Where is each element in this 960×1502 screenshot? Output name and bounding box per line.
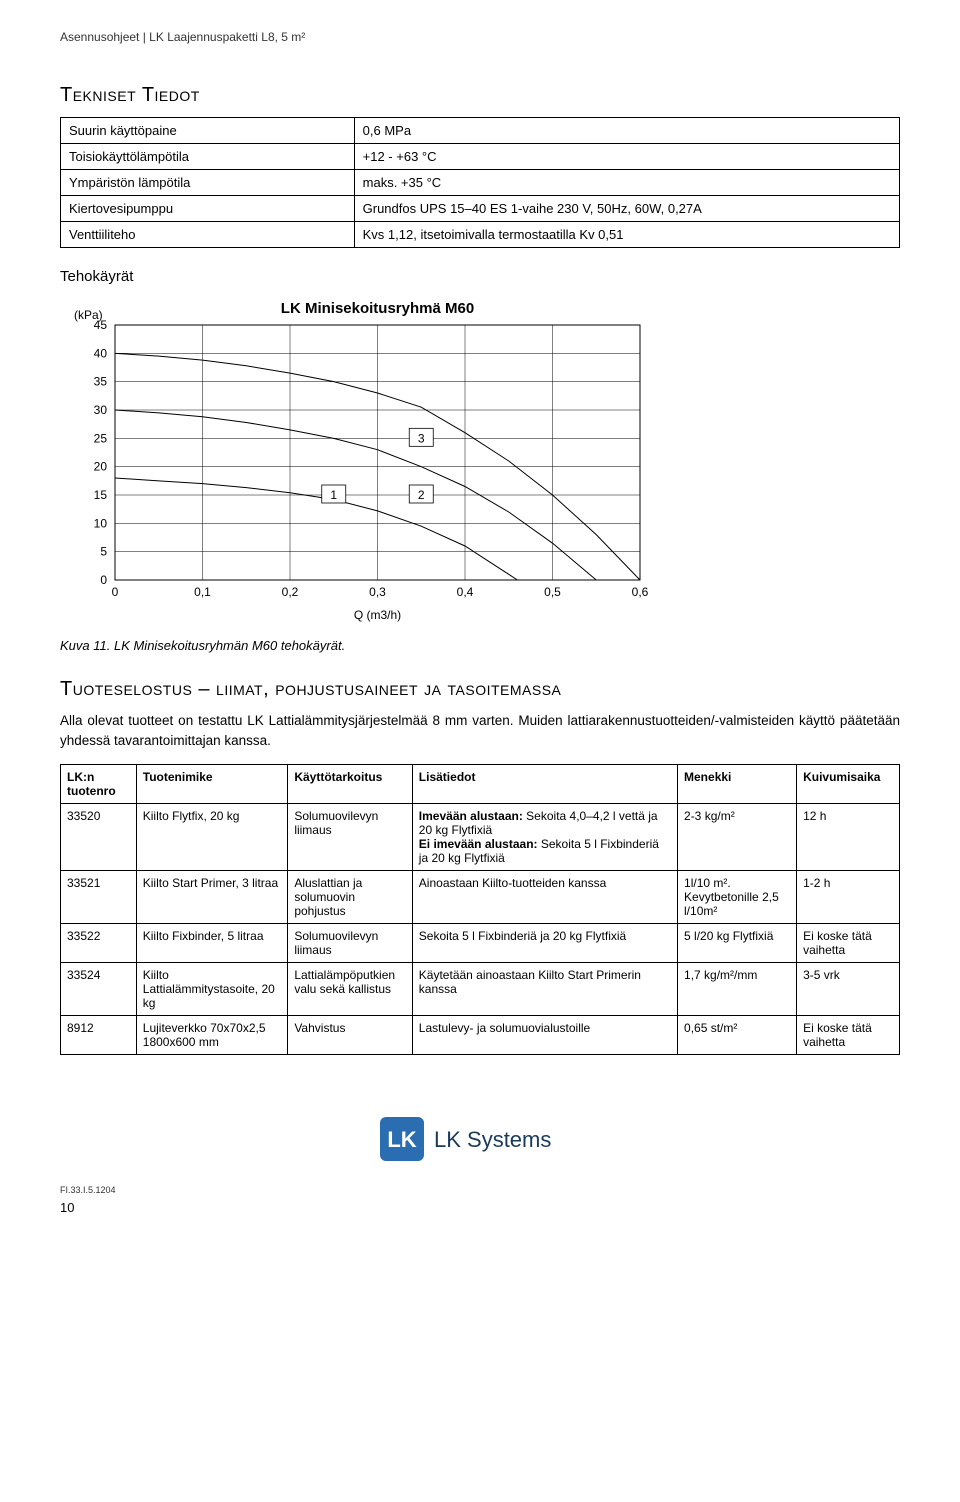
products-cell: Ei koske tätä vaihetta — [797, 1016, 900, 1055]
svg-text:3: 3 — [418, 431, 425, 445]
products-row: 8912Lujiteverkko 70x70x2,5 1800x600 mmVa… — [61, 1016, 900, 1055]
products-cell: 8912 — [61, 1016, 137, 1055]
svg-text:0,1: 0,1 — [194, 585, 211, 599]
specs-value: Kvs 1,12, itsetoimivalla termostaatilla … — [354, 222, 899, 248]
products-cell: Ei koske tätä vaihetta — [797, 924, 900, 963]
svg-text:(kPa): (kPa) — [74, 308, 103, 322]
products-cell: 1l/10 m². Kevytbetonille 2,5 l/10m² — [678, 871, 797, 924]
products-row: 33522Kiilto Fixbinder, 5 litraaSolumuovi… — [61, 924, 900, 963]
specs-label: Suurin käyttöpaine — [61, 118, 355, 144]
technical-title: Tekniset Tiedot — [60, 84, 900, 107]
specs-row: VenttiilitehoKvs 1,12, itsetoimivalla te… — [61, 222, 900, 248]
svg-text:20: 20 — [94, 460, 108, 474]
products-cell: Käytetään ainoastaan Kiilto Start Primer… — [412, 963, 677, 1016]
specs-table: Suurin käyttöpaine0,6 MPaToisiokäyttöläm… — [60, 117, 900, 248]
products-col-header: Tuotenimike — [136, 765, 288, 804]
products-cell: Vahvistus — [288, 1016, 412, 1055]
specs-value: +12 - +63 °C — [354, 144, 899, 170]
products-row: 33524Kiilto Lattialämmitystasoite, 20 kg… — [61, 963, 900, 1016]
svg-text:40: 40 — [94, 346, 108, 360]
specs-value: maks. +35 °C — [354, 170, 899, 196]
logo-block: LK LK Systems — [60, 1115, 900, 1163]
chart-svg: 00,10,20,30,40,50,6051015202530354045LK … — [60, 295, 660, 625]
curves-heading: Tehokäyrät — [60, 268, 900, 285]
products-cell: Lujiteverkko 70x70x2,5 1800x600 mm — [136, 1016, 288, 1055]
svg-text:0: 0 — [100, 573, 107, 587]
products-col-header: LK:n tuotenro — [61, 765, 137, 804]
svg-text:5: 5 — [100, 545, 107, 559]
products-row: 33521Kiilto Start Primer, 3 litraaAlusla… — [61, 871, 900, 924]
products-cell: Lattialämpöputkien valu sekä kallistus — [288, 963, 412, 1016]
page-footer: LK LK Systems FI.33.I.5.1204 10 — [60, 1115, 900, 1215]
specs-label: Toisiokäyttölämpötila — [61, 144, 355, 170]
products-cell: 33520 — [61, 804, 137, 871]
doc-code: FI.33.I.5.1204 — [60, 1185, 116, 1195]
svg-text:1: 1 — [330, 488, 337, 502]
products-cell: 33524 — [61, 963, 137, 1016]
products-cell: Kiilto Lattialämmitystasoite, 20 kg — [136, 963, 288, 1016]
products-row: 33520Kiilto Flytfix, 20 kgSolumuovilevyn… — [61, 804, 900, 871]
products-cell: Kiilto Fixbinder, 5 litraa — [136, 924, 288, 963]
svg-text:35: 35 — [94, 375, 108, 389]
specs-value: Grundfos UPS 15–40 ES 1-vaihe 230 V, 50H… — [354, 196, 899, 222]
svg-text:10: 10 — [94, 516, 108, 530]
products-cell: 33521 — [61, 871, 137, 924]
svg-text:LK Minisekoitusryhmä M60: LK Minisekoitusryhmä M60 — [281, 300, 474, 317]
products-title: Tuoteselostus – liimat, pohjustusaineet … — [60, 678, 900, 701]
products-cell: Kiilto Flytfix, 20 kg — [136, 804, 288, 871]
products-cell: Kiilto Start Primer, 3 litraa — [136, 871, 288, 924]
products-cell: Ainoastaan Kiilto-tuotteiden kanssa — [412, 871, 677, 924]
products-cell: Sekoita 5 l Fixbinderiä ja 20 kg Flytfix… — [412, 924, 677, 963]
products-col-header: Kuivumisaika — [797, 765, 900, 804]
products-cell: 2-3 kg/m² — [678, 804, 797, 871]
products-cell: Solumuovilevyn liimaus — [288, 804, 412, 871]
chart-container: 00,10,20,30,40,50,6051015202530354045LK … — [60, 295, 900, 628]
specs-row: Toisiokäyttölämpötila+12 - +63 °C — [61, 144, 900, 170]
svg-text:0,4: 0,4 — [457, 585, 474, 599]
svg-text:LK Systems: LK Systems — [434, 1127, 551, 1152]
specs-row: Ympäristön lämpötilamaks. +35 °C — [61, 170, 900, 196]
page-number: 10 — [60, 1200, 74, 1215]
svg-text:0,5: 0,5 — [544, 585, 561, 599]
products-intro: Alla olevat tuotteet on testattu LK Latt… — [60, 711, 900, 750]
products-cell: 1,7 kg/m²/mm — [678, 963, 797, 1016]
svg-text:30: 30 — [94, 403, 108, 417]
products-cell: Aluslattian ja solumuovin pohjustus — [288, 871, 412, 924]
specs-row: Suurin käyttöpaine0,6 MPa — [61, 118, 900, 144]
svg-text:2: 2 — [418, 488, 425, 502]
specs-label: Kiertovesipumppu — [61, 196, 355, 222]
products-cell: Imevään alustaan: Sekoita 4,0–4,2 l vett… — [412, 804, 677, 871]
lk-systems-logo: LK LK Systems — [380, 1115, 580, 1163]
svg-text:0,2: 0,2 — [282, 585, 299, 599]
products-cell: 33522 — [61, 924, 137, 963]
specs-value: 0,6 MPa — [354, 118, 899, 144]
products-cell: 1-2 h — [797, 871, 900, 924]
products-col-header: Menekki — [678, 765, 797, 804]
specs-label: Venttiiliteho — [61, 222, 355, 248]
products-table: LK:n tuotenroTuotenimikeKäyttötarkoitusL… — [60, 764, 900, 1055]
svg-text:0: 0 — [112, 585, 119, 599]
svg-text:0,6: 0,6 — [632, 585, 649, 599]
chart-caption: Kuva 11. LK Minisekoitusryhmän M60 tehok… — [60, 638, 900, 653]
products-cell: 0,65 st/m² — [678, 1016, 797, 1055]
svg-text:0,3: 0,3 — [369, 585, 386, 599]
products-cell: Lastulevy- ja solumuovialustoille — [412, 1016, 677, 1055]
svg-text:Q (m3/h): Q (m3/h) — [354, 608, 401, 622]
breadcrumb-text: Asennusohjeet | LK Laajennuspaketti L8, … — [60, 30, 305, 44]
products-cell: Solumuovilevyn liimaus — [288, 924, 412, 963]
products-col-header: Lisätiedot — [412, 765, 677, 804]
specs-label: Ympäristön lämpötila — [61, 170, 355, 196]
svg-text:LK: LK — [387, 1127, 416, 1152]
specs-row: KiertovesipumppuGrundfos UPS 15–40 ES 1-… — [61, 196, 900, 222]
products-col-header: Käyttötarkoitus — [288, 765, 412, 804]
svg-text:25: 25 — [94, 431, 108, 445]
products-cell: 3-5 vrk — [797, 963, 900, 1016]
products-cell: 12 h — [797, 804, 900, 871]
svg-text:15: 15 — [94, 488, 108, 502]
doc-breadcrumb: Asennusohjeet | LK Laajennuspaketti L8, … — [60, 30, 900, 44]
products-cell: 5 l/20 kg Flytfixiä — [678, 924, 797, 963]
